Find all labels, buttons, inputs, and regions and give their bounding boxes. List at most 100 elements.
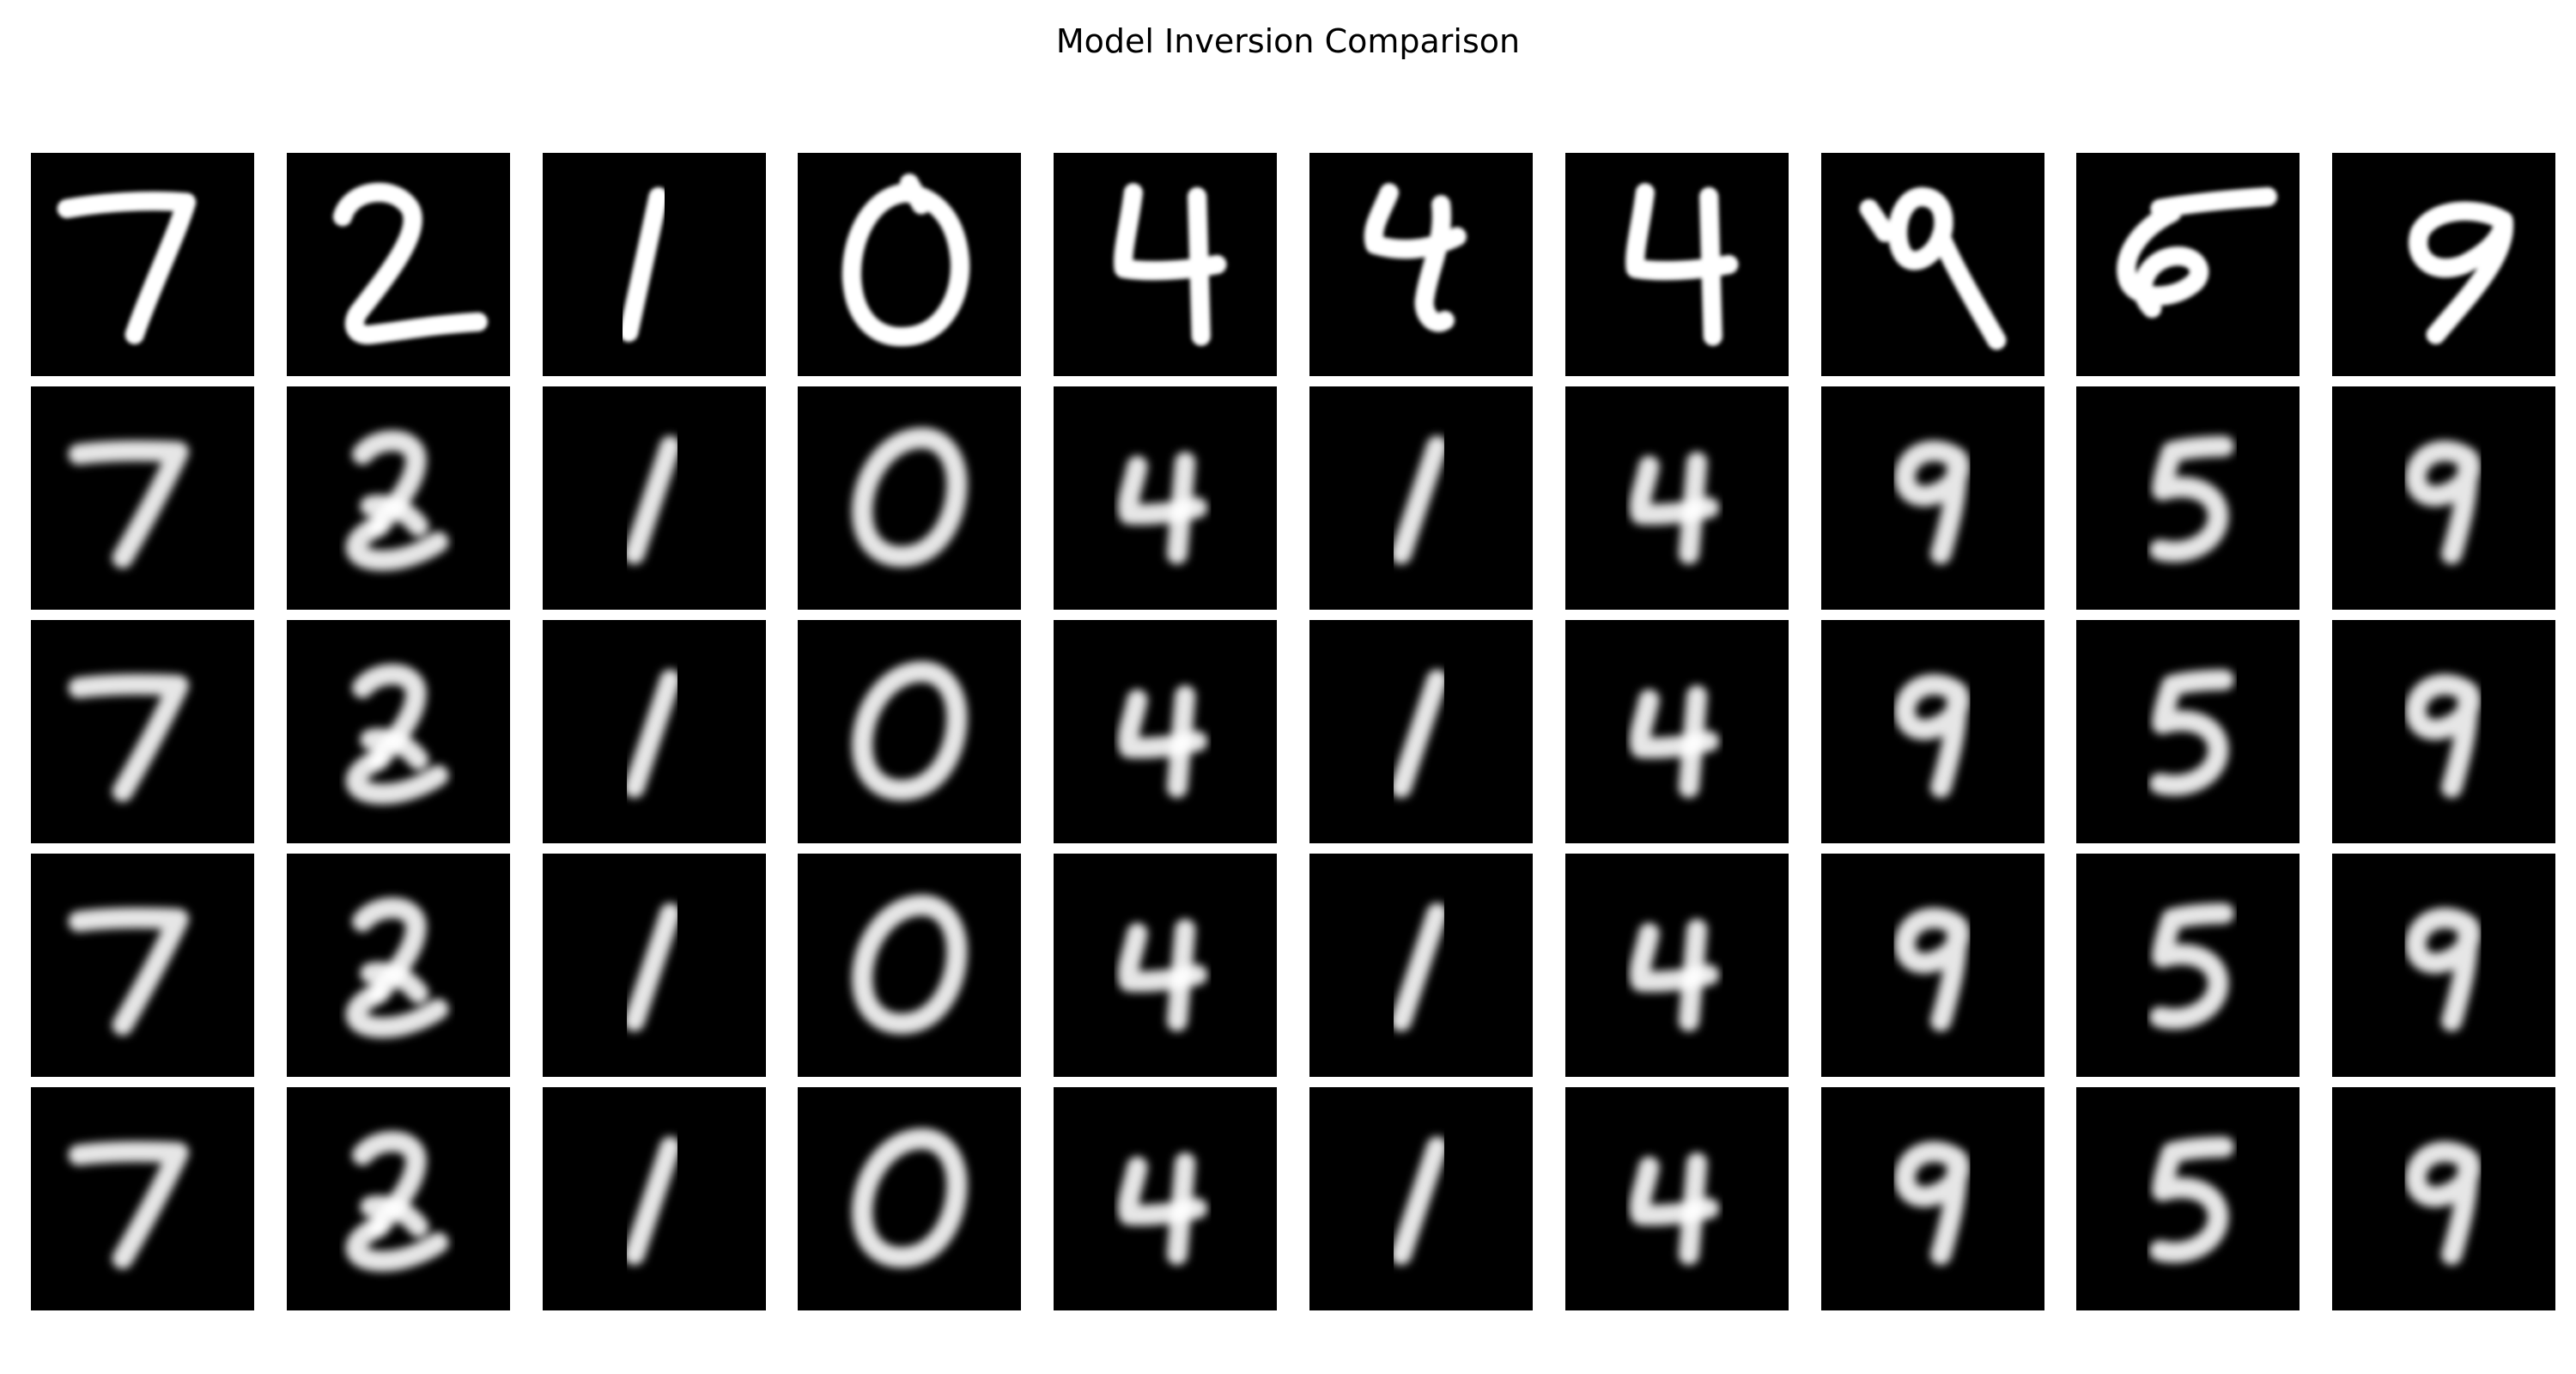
reconstructed-digit-5 bbox=[2076, 854, 2300, 1077]
digit-image bbox=[543, 153, 766, 376]
digit-stroke bbox=[1629, 685, 1720, 799]
digit-image bbox=[287, 1087, 510, 1310]
original-digit-9 bbox=[1821, 153, 2044, 376]
reconstructed-digit-4 bbox=[1565, 854, 1789, 1077]
digit-image bbox=[1309, 854, 1533, 1077]
reconstructed-digit-0 bbox=[798, 1087, 1021, 1310]
digit-stroke bbox=[1894, 908, 1970, 1032]
digit-stroke bbox=[2405, 441, 2481, 565]
reconstructed-digit-4 bbox=[1565, 386, 1789, 610]
digit-image bbox=[2076, 386, 2300, 610]
digit-image bbox=[1565, 386, 1789, 610]
reconstructed-digit-1 bbox=[1309, 854, 1533, 1077]
digit-image bbox=[2332, 854, 2555, 1077]
digit-stroke bbox=[68, 1140, 189, 1269]
digit-stroke bbox=[2117, 186, 2278, 319]
digit-image bbox=[2076, 620, 2300, 843]
digit-image bbox=[1054, 1087, 1277, 1310]
digit-image bbox=[2076, 153, 2300, 376]
digit-image bbox=[2332, 1087, 2555, 1310]
digit-image bbox=[798, 386, 1021, 610]
original-digit-1 bbox=[1309, 153, 1533, 376]
digit-image bbox=[31, 386, 254, 610]
digit-image bbox=[1821, 153, 2044, 376]
reconstructed-digit-0 bbox=[798, 854, 1021, 1077]
reconstructed-digit-9 bbox=[1821, 1087, 2044, 1310]
digit-image bbox=[1309, 153, 1533, 376]
digit-stroke bbox=[2149, 1136, 2234, 1263]
reconstructed-digit-9 bbox=[2332, 386, 2555, 610]
digit-stroke bbox=[1390, 1136, 1448, 1266]
digit-stroke bbox=[619, 186, 668, 343]
reconstructed-digit-9 bbox=[1821, 620, 2044, 843]
digit-image bbox=[1821, 620, 2044, 843]
digit-image bbox=[1565, 854, 1789, 1077]
reconstructed-digit-7 bbox=[31, 1087, 254, 1310]
digit-image bbox=[1565, 153, 1789, 376]
digit-stroke bbox=[2149, 435, 2234, 562]
digit-stroke bbox=[1894, 674, 1970, 799]
figure-title: Model Inversion Comparison bbox=[1055, 22, 1521, 60]
digit-stroke bbox=[2405, 1141, 2481, 1266]
reconstructed-digit-1 bbox=[543, 620, 766, 843]
digit-stroke bbox=[2409, 201, 2513, 344]
reconstructed-digit-7 bbox=[31, 386, 254, 610]
reconstructed-digit-9 bbox=[1821, 386, 2044, 610]
reconstructed-digit-1 bbox=[1309, 386, 1533, 610]
digit-image bbox=[1565, 620, 1789, 843]
original-digit-2 bbox=[287, 153, 510, 376]
reconstructed-digit-5 bbox=[2076, 620, 2300, 843]
digit-stroke bbox=[68, 440, 189, 568]
digit-image bbox=[1821, 386, 2044, 610]
digit-image bbox=[798, 854, 1021, 1077]
digit-image bbox=[2332, 386, 2555, 610]
digit-stroke bbox=[1117, 1152, 1208, 1266]
reconstructed-digit-1 bbox=[543, 1087, 766, 1310]
original-digit-0 bbox=[798, 153, 1021, 376]
digit-image bbox=[543, 386, 766, 610]
digit-image bbox=[1054, 620, 1277, 843]
digit-stroke bbox=[1114, 183, 1227, 346]
digit-stroke bbox=[345, 664, 449, 805]
digit-image bbox=[798, 1087, 1021, 1310]
digit-image bbox=[287, 153, 510, 376]
digit-image bbox=[2076, 1087, 2300, 1310]
digit-image bbox=[2332, 153, 2555, 376]
original-digit-1 bbox=[543, 153, 766, 376]
reconstructed-digit-1 bbox=[543, 854, 766, 1077]
digit-stroke bbox=[57, 191, 197, 344]
digit-image bbox=[1309, 620, 1533, 843]
reconstructed-digit-4 bbox=[1054, 620, 1277, 843]
reconstructed-digit-9 bbox=[2332, 1087, 2555, 1310]
digit-stroke bbox=[1364, 183, 1467, 332]
digit-image bbox=[543, 1087, 766, 1310]
reconstructed-digit-4 bbox=[1054, 854, 1277, 1077]
digit-image bbox=[287, 386, 510, 610]
digit-image bbox=[31, 1087, 254, 1310]
reconstructed-digit-0 bbox=[798, 386, 1021, 610]
digit-image bbox=[1309, 386, 1533, 610]
digit-stroke bbox=[1117, 685, 1208, 799]
digit-image bbox=[1054, 386, 1277, 610]
digit-stroke bbox=[1894, 441, 1970, 565]
digit-stroke bbox=[852, 428, 968, 568]
reconstructed-digit-4 bbox=[1054, 386, 1277, 610]
digit-stroke bbox=[1390, 435, 1448, 565]
reconstructed-digit-2 bbox=[287, 386, 510, 610]
reconstructed-digit-5 bbox=[2076, 386, 2300, 610]
digit-stroke bbox=[852, 1128, 968, 1268]
digit-stroke bbox=[852, 895, 968, 1035]
reconstructed-digit-4 bbox=[1565, 620, 1789, 843]
digit-stroke bbox=[841, 173, 970, 347]
original-digit-9 bbox=[2332, 153, 2555, 376]
digit-stroke bbox=[2405, 908, 2481, 1032]
digit-image bbox=[31, 620, 254, 843]
digit-stroke bbox=[623, 903, 681, 1032]
digit-image bbox=[31, 854, 254, 1077]
reconstructed-digit-7 bbox=[31, 620, 254, 843]
digit-image bbox=[1821, 854, 2044, 1077]
reconstructed-digit-1 bbox=[1309, 1087, 1533, 1310]
digit-stroke bbox=[68, 907, 189, 1036]
digit-stroke bbox=[1894, 1141, 1970, 1266]
digit-image bbox=[1054, 153, 1277, 376]
